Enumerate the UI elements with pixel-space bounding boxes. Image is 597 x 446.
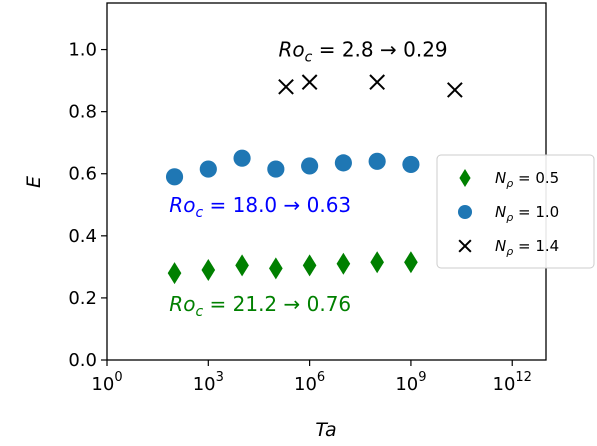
- legend-box: [436, 154, 595, 269]
- rossby-annotation: Roc = 21.2 → 0.76: [169, 292, 351, 320]
- x-axis-title: Ta: [315, 419, 336, 441]
- legend-marker-diamond: [459, 169, 471, 187]
- data-point-diamond: [167, 262, 182, 285]
- y-tick-label: 1.0: [68, 40, 97, 61]
- data-point-diamond: [404, 251, 418, 274]
- y-tick-label: 0.0: [68, 350, 97, 371]
- data-point-circle: [402, 155, 420, 174]
- data-point-circle: [199, 160, 217, 178]
- rossby-annotation: Roc = 18.0 → 0.63: [169, 193, 351, 221]
- x-tick-label: 109: [395, 370, 426, 395]
- data-point-circle: [368, 152, 386, 170]
- data-markers: [165, 74, 463, 285]
- x-tick-label: 106: [294, 370, 325, 395]
- data-point-diamond: [370, 251, 384, 274]
- y-tick-label: 0.6: [68, 164, 97, 185]
- data-point-diamond: [336, 252, 351, 275]
- legend-marker-x: [458, 239, 472, 253]
- y-axis-title: E: [23, 176, 45, 188]
- rossby-annotation: Roc = 2.8 → 0.29: [279, 38, 448, 66]
- data-point-circle: [165, 168, 184, 186]
- legend-label: Nρ = 1.0: [495, 203, 559, 224]
- y-tick-label: 0.8: [68, 102, 97, 123]
- data-point-circle: [267, 160, 285, 178]
- data-point-diamond: [269, 257, 283, 280]
- y-tick-label: 0.2: [68, 288, 97, 309]
- data-point-diamond: [302, 254, 317, 277]
- legend: Nρ = 0.5 Nρ = 1.0 Nρ = 1.4: [436, 154, 595, 269]
- y-tick-label: 0.4: [68, 226, 97, 247]
- data-point-x: [447, 82, 463, 98]
- data-point-x: [369, 74, 386, 91]
- data-point-x: [301, 74, 318, 91]
- legend-label: Nρ = 0.5: [495, 169, 559, 190]
- data-point-circle: [233, 149, 251, 167]
- data-point-x: [278, 78, 294, 95]
- data-point-diamond: [235, 254, 249, 277]
- x-tick-label: 103: [193, 370, 224, 395]
- legend-marker-circle: [457, 204, 473, 220]
- x-axis: 100 103 106 109 1012: [91, 360, 532, 395]
- x-tick-label: 100: [91, 370, 122, 395]
- legend-label: Nρ = 1.4: [495, 237, 559, 258]
- y-axis: 0.0 0.2 0.4 0.6 0.8 1.0: [68, 40, 107, 371]
- x-tick-label: 1012: [493, 370, 532, 395]
- data-point-circle: [334, 154, 352, 172]
- data-point-diamond: [201, 258, 216, 281]
- annotations: Roc = 2.8 → 0.29 Roc = 18.0 → 0.63 Roc = 2…: [169, 38, 447, 321]
- data-point-circle: [301, 157, 319, 175]
